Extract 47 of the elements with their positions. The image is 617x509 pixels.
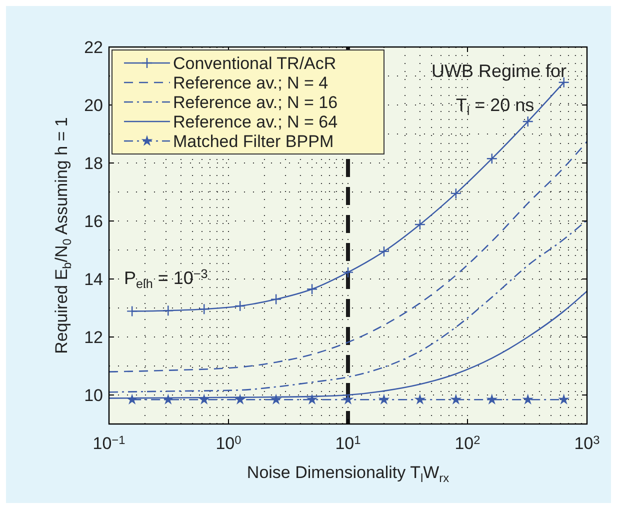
y-tick-label: 20 [84,96,103,115]
point [126,306,138,317]
point [234,300,246,312]
x-tick-label: 10$^{−1}$ [92,432,126,453]
point [522,394,534,404]
annotation: T$_{l}$ = 20 ns [456,95,534,118]
annotation: UWB Regime for [431,61,567,81]
point [558,394,570,404]
point [378,246,390,258]
point [414,218,426,230]
legend-label: Reference av.; N = 16 [173,93,338,112]
point [486,394,498,404]
x-tick-label: 10$^{3}$ [574,432,600,453]
x-tick-label: 10$^{1}$ [335,432,362,453]
point [342,394,354,404]
x-tick-label: 10$^{2}$ [454,432,481,453]
legend-label: Reference av.; N = 4 [173,74,328,92]
annotation: P$_{elh}$ = 10$^{−3}$ [124,267,208,291]
y-tick-label: 10 [84,386,103,405]
y-tick-label: 16 [84,212,103,231]
point [450,188,462,200]
x-tick-label: 10$^{0}$ [216,432,242,453]
legend-label: Reference av.; N = 64 [173,112,338,132]
point [522,116,534,128]
point [270,294,282,305]
x-axis-title: Noise Dimensionality T$_{l}$W$_{rx}$ [246,463,450,485]
point [378,394,390,404]
point [414,394,426,404]
y-tick-label: 14 [84,270,103,289]
point [162,305,174,316]
point [486,153,498,164]
point [198,304,210,315]
y-tick-label: 22 [84,38,103,57]
point [270,394,282,404]
point [234,394,246,404]
y-tick-label: 18 [84,154,103,173]
point [306,284,318,295]
point [450,394,462,404]
y-tick-label: 12 [84,328,103,347]
point [162,394,174,404]
point [198,394,210,404]
point [342,266,354,278]
legend-label: Matched Filter BPPM [173,132,334,151]
point [558,76,570,88]
point [306,394,318,404]
point [126,394,138,404]
legend-label: Conventional TR/AcR [173,54,336,73]
